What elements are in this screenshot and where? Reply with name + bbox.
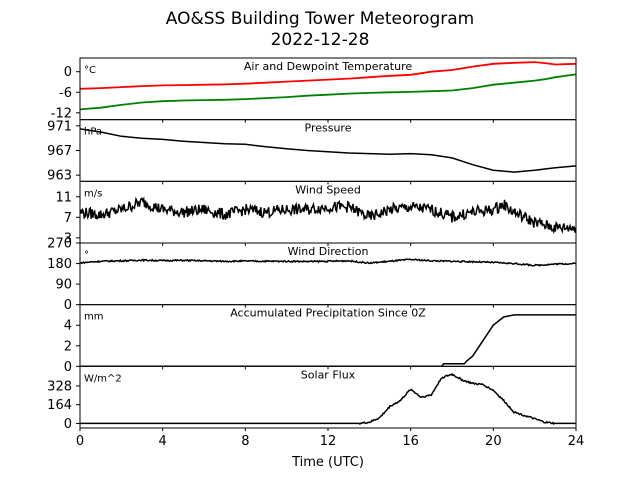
y-tick-label: 0 [64,298,72,313]
series-line-2-0 [80,196,576,235]
x-tick-label: 20 [485,434,502,449]
panel-0: 0 -6 -12 Air and Dewpoint Temperature °C [51,57,577,123]
x-tick-label: 0 [76,434,84,449]
panel-unit: W/m^2 [84,373,122,384]
panel-unit: °C [84,65,96,76]
y-tick-label: 0 [64,360,72,375]
y-tick-label: 90 [55,278,72,293]
panel-title: Air and Dewpoint Temperature [244,60,412,73]
panel-unit: mm [84,312,103,323]
panel-4: 4 2 0 Accumulated Precipitation Since 0Z mm [64,304,577,375]
series-line-0-0 [80,61,576,90]
chart-title: AO&SS Building Tower Meteorogram [166,9,474,29]
y-tick-label: 3 [64,231,72,246]
series-line-1-0 [80,128,576,173]
y-tick-label: 4 [64,319,72,334]
y-tick-label: 967 [47,144,72,159]
panel-unit: ° [84,250,89,261]
y-tick-label: 963 [47,169,72,184]
y-tick-label: 11 [55,190,72,205]
y-tick-label: 7 [64,211,72,226]
series-line-3-0 [80,258,576,267]
panel-title: Solar Flux [301,368,356,381]
y-tick-label: 0 [64,417,72,432]
panel-unit: m/s [84,188,102,199]
x-tick-label: 8 [241,434,249,449]
y-tick-label: -6 [59,86,72,101]
y-tick-label: 180 [47,257,72,272]
series-line-5-0 [80,372,576,425]
panel-title: Wind Direction [288,245,369,258]
chart-subtitle: 2022-12-28 [271,30,370,50]
panel-2: 11 7 3 Wind Speed m/s [55,180,577,246]
y-tick-label: 2 [64,339,72,354]
x-tick-label: 4 [159,434,167,449]
panel-title: Pressure [305,122,352,135]
x-tick-label: 12 [320,434,337,449]
series-line-0-1 [80,73,576,111]
panel-title: Wind Speed [295,183,361,196]
x-tick-label: 16 [402,434,419,449]
y-tick-label: 270 [47,237,72,252]
y-tick-label: 328 [47,379,72,394]
x-axis-label: Time (UTC) [291,455,364,470]
panel-title: Accumulated Precipitation Since 0Z [230,307,426,320]
x-axis: 0 4 8 12 16 20 24 [76,434,584,449]
x-tick-label: 24 [568,434,585,449]
panel-5: 328 164 0 Solar Flux W/m^2 [47,365,577,432]
panel-3: 270 180 90 0 Wind Direction ° [47,237,577,313]
y-tick-label: 971 [47,119,72,134]
y-tick-label: -12 [51,106,72,121]
panel-1: 971 967 963 Pressure hPa [47,119,577,185]
panel-unit: hPa [84,127,102,138]
y-tick-label: 164 [47,398,72,413]
series-line-4-0 [80,314,576,367]
y-tick-label: 0 [64,65,72,80]
